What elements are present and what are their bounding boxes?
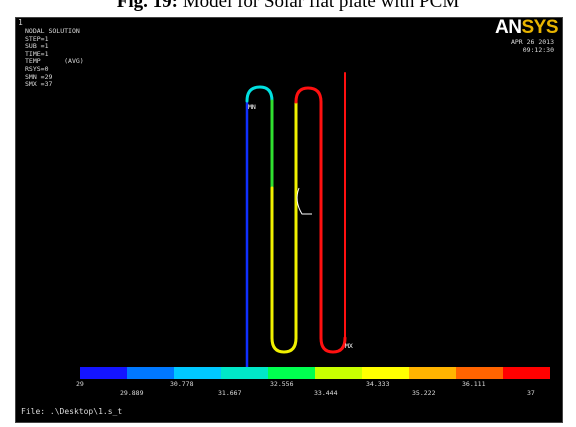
legend-color-segment xyxy=(268,367,315,379)
legend-color-segment xyxy=(409,367,456,379)
crosssection-marker xyxy=(296,187,312,215)
info-line-smn: SMN =29 xyxy=(25,72,53,81)
file-path-label: File: .\Desktop\1.s_t xyxy=(21,407,123,416)
timestamp-time: 09:12:30 xyxy=(522,45,554,54)
pipe-bend-top-right[interactable] xyxy=(294,86,323,104)
legend-color-segment xyxy=(221,367,268,379)
caption-text: Model for Solar flat plate with PCM xyxy=(177,0,460,12)
legend-tick-bottom: 29.889 xyxy=(120,389,144,397)
figure-caption: Fig. 19: Model for Solar flat plate with… xyxy=(0,0,576,13)
pipe-bend-top-left[interactable] xyxy=(245,85,274,103)
logo-main: AN xyxy=(495,17,522,38)
timestamp: APR 26 2013 09:12:30 xyxy=(510,38,554,54)
window-number: 1 xyxy=(18,18,23,27)
legend-tick-bottom: 37 xyxy=(527,389,535,397)
info-line-title: NODAL SOLUTION xyxy=(25,27,80,35)
legend-color-segment xyxy=(174,367,221,379)
info-line-sub: SUB =1 xyxy=(25,42,49,51)
legend-tick-top: 30.778 xyxy=(170,380,194,388)
pipe-bend-bottom-right[interactable] xyxy=(319,336,347,354)
ansys-graphics-window[interactable]: 1 NODAL SOLUTION STEP=1 SUB =1 TIME=1 TE… xyxy=(15,17,563,423)
ansys-logo: ANSYS xyxy=(495,17,558,39)
solution-info-block: NODAL SOLUTION STEP=1 SUB =1 TIME=1 TEMP… xyxy=(25,27,84,89)
caption-prefix: Fig. 19: xyxy=(116,0,178,12)
legend-tick-top: 36.111 xyxy=(462,380,486,388)
info-line-time: TIME=1 xyxy=(25,49,49,58)
legend-tick-top: 32.556 xyxy=(270,380,294,388)
legend-color-segment xyxy=(362,367,409,379)
node-label-mn: MN xyxy=(248,103,256,111)
legend-color-segment xyxy=(127,367,174,379)
legend-tick-top: 34.333 xyxy=(366,380,390,388)
pipe-model[interactable]: MN MX xyxy=(16,18,562,422)
info-line-rsys: RSYS=0 xyxy=(25,64,49,73)
info-line-temp: TEMP (AVG) xyxy=(25,57,84,66)
legend-color-segment xyxy=(503,367,550,379)
legend-tick-bottom: 35.222 xyxy=(412,389,436,397)
contour-legend-bar xyxy=(80,367,550,379)
legend-tick-bottom: 33.444 xyxy=(314,389,338,397)
node-label-mx: MX xyxy=(345,342,353,350)
legend-tick-bottom: 31.667 xyxy=(218,389,242,397)
legend-color-segment xyxy=(456,367,503,379)
legend-tick-top: 29 xyxy=(76,380,84,388)
legend-color-segment xyxy=(80,367,127,379)
info-line-smx: SMX =37 xyxy=(25,80,53,89)
pipe-bend-bottom-left[interactable] xyxy=(270,336,298,354)
legend-color-segment xyxy=(315,367,362,379)
info-line-step: STEP=1 xyxy=(25,34,49,43)
logo-accent: SYS xyxy=(521,17,558,38)
timestamp-date: APR 26 2013 xyxy=(510,38,554,46)
